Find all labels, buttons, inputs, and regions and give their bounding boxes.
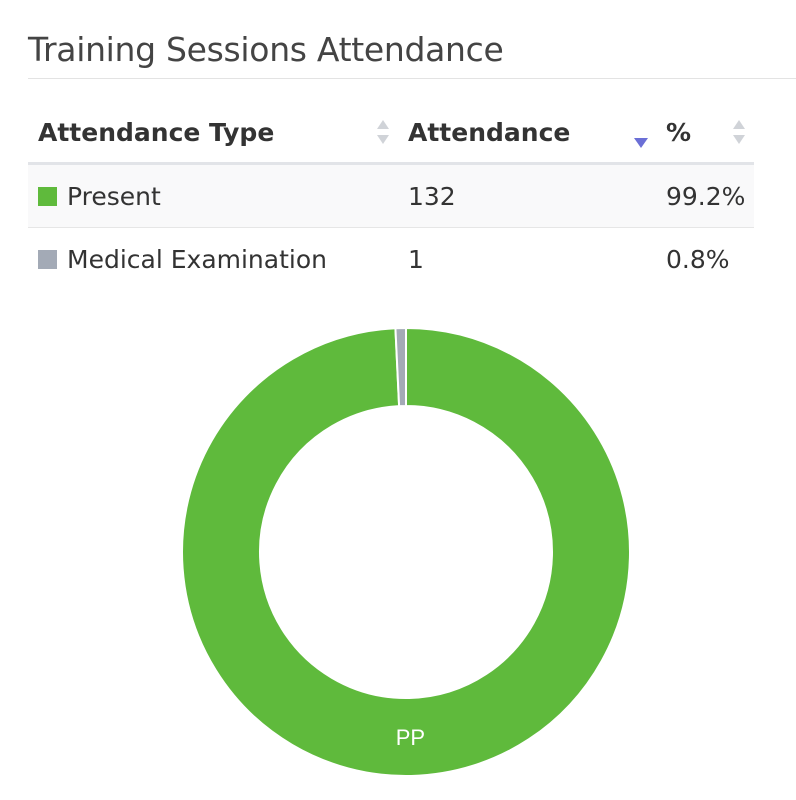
attendance-type-cell: Present (28, 163, 398, 228)
attendance-percent-cell: 99.2% (656, 163, 754, 228)
legend-swatch (38, 249, 57, 269)
column-header-label: Attendance (408, 117, 571, 147)
table-row: Medical Examination 1 0.8% (28, 228, 754, 291)
table-row: Present 132 99.2% (28, 163, 754, 228)
sort-icon[interactable] (376, 117, 390, 147)
legend-swatch (38, 186, 57, 206)
attendance-type-label: Medical Examination (67, 244, 327, 274)
attendance-table: Attendance Type Attendance % (28, 102, 754, 290)
attendance-type-label: Present (67, 181, 161, 211)
attendance-count-cell: 1 (408, 244, 424, 274)
column-header-attendance[interactable]: Attendance (398, 102, 656, 165)
column-header-label: % (666, 117, 692, 147)
donut-slice-present[interactable] (181, 326, 631, 777)
donut-slice-label: PP (396, 725, 425, 750)
column-header-attendance-type[interactable]: Attendance Type (28, 102, 398, 165)
attendance-type-cell: Medical Examination (28, 228, 398, 291)
title-divider (28, 78, 796, 79)
attendance-donut-chart: PP (181, 326, 631, 777)
attendance-count-cell: 132 (398, 163, 656, 228)
column-header-percent[interactable]: % (656, 102, 754, 165)
column-header-label: Attendance Type (38, 117, 275, 147)
donut-chart-container: PP (0, 300, 796, 800)
sort-icon[interactable] (732, 117, 746, 147)
sort-descending-icon[interactable] (634, 126, 648, 156)
table-header-row: Attendance Type Attendance % (28, 102, 754, 165)
attendance-percent-cell: 0.8% (666, 244, 730, 274)
donut-slice-medical-examination[interactable] (394, 326, 407, 408)
widget-title: Training Sessions Attendance (28, 30, 504, 69)
